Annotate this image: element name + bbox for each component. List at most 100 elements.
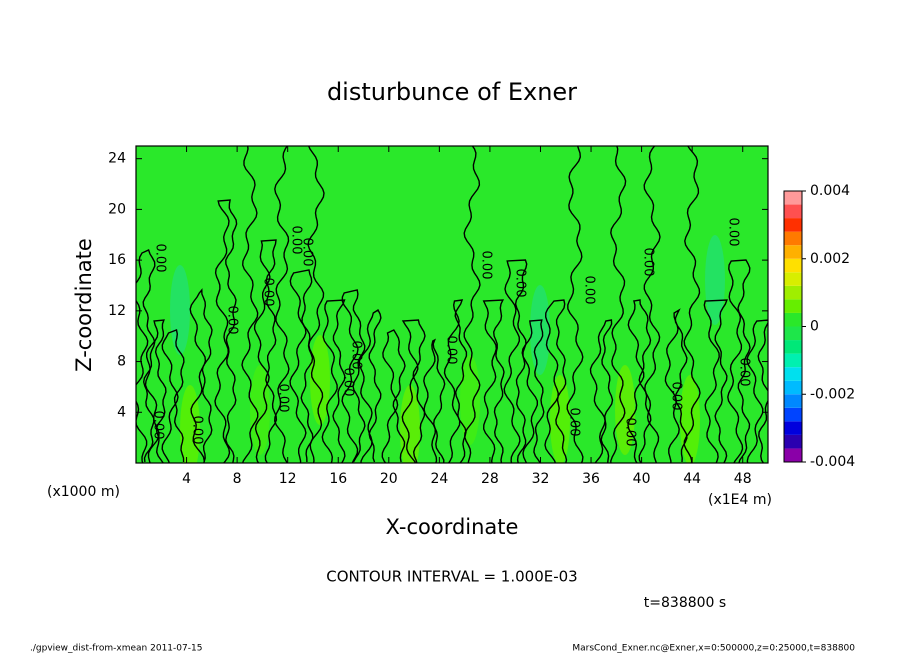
contour-line xyxy=(253,239,278,463)
contour-label: 0.00 xyxy=(300,238,315,267)
contour-line xyxy=(610,146,627,463)
contour-line xyxy=(683,146,701,463)
colorbar-tick-label: -0.002 xyxy=(810,386,855,402)
contour-line xyxy=(521,319,545,463)
x-tick-label: 8 xyxy=(233,471,242,487)
x-tick-label: 12 xyxy=(279,471,297,487)
colorbar-band xyxy=(784,231,802,246)
contour-line xyxy=(341,289,366,463)
contour-line xyxy=(321,299,346,463)
colorbar-band xyxy=(784,380,802,395)
contour-label: 0.00 xyxy=(567,408,582,437)
contour-label: 0.00 xyxy=(513,269,528,298)
colorbar-band xyxy=(784,218,802,232)
field-patch xyxy=(550,375,570,463)
contour-line xyxy=(381,329,406,463)
colorbar-tick-label: -0.004 xyxy=(810,454,855,470)
contour-interval: CONTOUR INTERVAL = 1.000E-03 xyxy=(326,568,577,586)
colorbar-band xyxy=(784,353,802,368)
colorbar-tick-label: 0.004 xyxy=(810,183,850,199)
colorbar-tick-label: 0.002 xyxy=(810,251,850,267)
footer-left: ./gpview_dist-from-xmean 2011-07-15 xyxy=(30,644,202,654)
colorbar-tick-label: 0 xyxy=(810,319,819,335)
contour-line xyxy=(307,146,325,463)
contour-label: 0.00 xyxy=(225,306,240,335)
contour-label: 0.00 xyxy=(151,411,166,440)
colorbar-band xyxy=(784,448,802,462)
colorbar-band xyxy=(784,421,802,435)
contour-label: 0.00 xyxy=(669,382,684,411)
contour-line xyxy=(423,338,446,463)
contour-label: 0.00 xyxy=(641,248,656,277)
contour-label: 0.00 xyxy=(737,358,752,387)
colorbar-band xyxy=(784,272,802,286)
contour-line xyxy=(241,146,259,463)
plot-frame xyxy=(135,145,769,464)
time-label: t=838800 s xyxy=(644,595,726,611)
y-tick-label: 20 xyxy=(108,201,126,217)
colorbar-band xyxy=(784,299,802,313)
contour-line xyxy=(401,319,426,463)
x-tick-label: 40 xyxy=(633,471,651,487)
contour-label: 0.00 xyxy=(341,368,356,397)
contour-line xyxy=(664,308,688,463)
contour-label: 0.00 xyxy=(190,416,205,445)
x-scale-label: (x1E4 m) xyxy=(708,492,772,508)
contour-label: 0.00 xyxy=(289,226,304,255)
field-patch xyxy=(705,235,725,325)
field-patch xyxy=(310,335,330,425)
contour-line xyxy=(144,319,167,463)
x-unit-label: (x1000 m) xyxy=(47,484,120,500)
contour-line xyxy=(189,288,213,463)
contour-line xyxy=(358,309,382,463)
colorbar-band xyxy=(784,326,802,341)
colorbar-band xyxy=(784,367,802,381)
colorbar-band xyxy=(784,258,802,273)
x-tick-label: 28 xyxy=(481,471,499,487)
contour-layer: 0.000.00 0.000.000.000.000.000.000.000.00… xyxy=(136,146,768,463)
contour-line xyxy=(703,299,728,463)
y-tick-label: 24 xyxy=(108,151,126,167)
x-tick-label: 44 xyxy=(683,471,701,487)
x-tick-label: 24 xyxy=(430,471,448,487)
colorbar-band xyxy=(784,245,802,259)
colorbar-band xyxy=(784,204,802,219)
x-tick-label: 16 xyxy=(329,471,347,487)
y-tick-label: 12 xyxy=(108,303,126,319)
x-tick-label: 32 xyxy=(532,471,550,487)
contour-label: 0.00 xyxy=(726,218,741,247)
colorbar-band xyxy=(784,312,802,327)
contour-line xyxy=(161,329,185,463)
y-tick-label: 4 xyxy=(117,404,126,420)
contour-line xyxy=(214,199,238,463)
y-tick-label: 8 xyxy=(117,354,126,370)
contour-label: 0.00 xyxy=(623,418,638,447)
field-patch xyxy=(530,285,550,375)
colorbar-band xyxy=(784,340,802,354)
contour-line xyxy=(643,146,661,463)
contour-label: 0.00 xyxy=(582,276,597,305)
contour-label: 0.00 xyxy=(479,251,494,280)
x-tick-label: 20 xyxy=(380,471,398,487)
chart-title: disturbunce of Exner xyxy=(327,78,577,106)
contour-line xyxy=(443,299,468,463)
contour-line xyxy=(289,269,314,463)
colorbar-band xyxy=(784,407,802,422)
contour-line xyxy=(482,299,505,463)
x-tick-label: 36 xyxy=(582,471,600,487)
footer-right: MarsCond_Exner.nc@Exner,x=0:500000,z=0:2… xyxy=(572,644,855,654)
contour-line xyxy=(566,146,584,463)
contour-label: 0.00 xyxy=(349,341,364,370)
x-axis-label: X-coordinate xyxy=(386,515,519,539)
contour-label: 0.00 xyxy=(261,278,276,307)
contour-line xyxy=(627,299,652,463)
contour-line xyxy=(544,299,568,463)
contour-line xyxy=(136,249,156,463)
colorbar-band xyxy=(784,394,802,408)
contour-label: 0.00 xyxy=(276,384,291,413)
contour-line xyxy=(746,319,768,463)
y-axis-label: Z-coordinate xyxy=(72,238,96,372)
contour-field xyxy=(136,146,768,463)
field-patch xyxy=(460,355,480,445)
